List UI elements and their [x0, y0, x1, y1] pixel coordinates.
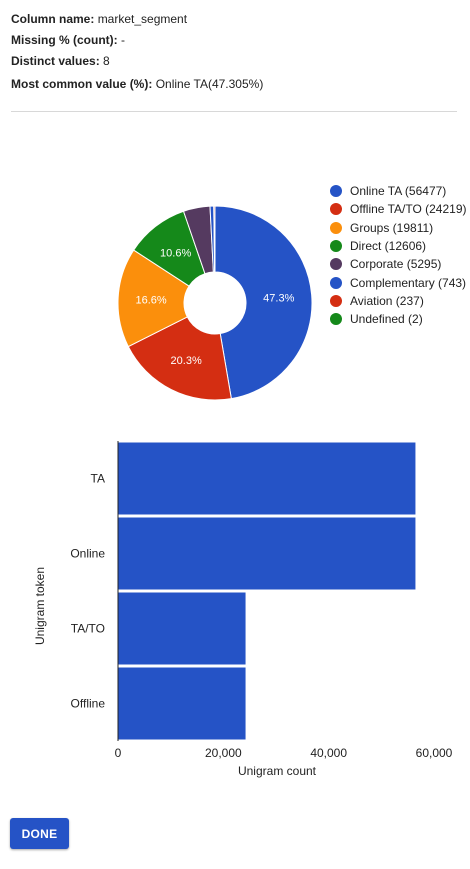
pie-slice-label: 16.6% — [135, 294, 166, 306]
pie-slice-label: 47.3% — [263, 293, 294, 305]
column-name-row: Column name: market_segment — [11, 10, 263, 31]
distinct-label: Distinct values: — [11, 54, 100, 68]
pie-slice-online-ta — [214, 205, 313, 400]
legend-item: Offline TA/TO (24219) — [330, 200, 467, 218]
bar-ta-to — [118, 592, 246, 665]
legend-swatch — [330, 276, 342, 289]
legend-swatch — [330, 313, 342, 326]
legend-swatch — [330, 294, 342, 307]
legend-swatch — [330, 185, 342, 198]
bar-online — [118, 517, 416, 590]
legend-label: Online TA (56477) — [350, 184, 447, 199]
legend-item: Undefined (2) — [330, 310, 467, 328]
y-axis-label: Unigram token — [33, 567, 47, 645]
legend-item: Direct (12606) — [330, 237, 467, 255]
x-tick-label: 20,000 — [205, 746, 242, 760]
x-tick-label: 60,000 — [416, 746, 453, 760]
legend-label: Groups (19811) — [350, 220, 434, 235]
legend-item: Online TA (56477) — [330, 182, 467, 200]
pie-legend: Online TA (56477) Offline TA/TO (24219) Gr… — [330, 182, 467, 328]
legend-swatch — [330, 240, 342, 253]
legend-label: Aviation (237) — [350, 293, 424, 308]
pie-slice-label: 20.3% — [171, 355, 202, 367]
most-common-label: Most common value (%): — [11, 77, 153, 91]
legend-label: Undefined (2) — [350, 312, 423, 327]
distinct-value: 8 — [103, 54, 110, 68]
column-name-label: Column name: — [11, 12, 95, 26]
legend-label: Offline TA/TO (24219) — [350, 202, 467, 217]
pie-slice-groups — [117, 249, 190, 348]
missing-label: Missing % (count): — [11, 33, 118, 47]
x-tick-label: 40,000 — [310, 746, 347, 760]
y-tick-label: Offline — [71, 697, 106, 711]
y-tick-label: TA — [91, 472, 105, 486]
most-common-value: Online TA(47.305%) — [155, 77, 264, 91]
column-stats: Column name: market_segment Missing % (c… — [11, 10, 263, 96]
y-tick-label: TA/TO — [71, 622, 105, 636]
pie-slice-label: 10.6% — [160, 248, 191, 260]
divider — [11, 111, 457, 112]
bar-offline — [118, 667, 246, 740]
legend-swatch — [330, 203, 342, 216]
column-name-value: market_segment — [97, 12, 188, 26]
legend-label: Corporate (5295) — [350, 257, 442, 272]
legend-swatch — [330, 221, 342, 234]
x-tick-label: 0 — [115, 746, 122, 760]
missing-value: - — [121, 33, 126, 47]
legend-item: Aviation (237) — [330, 292, 467, 310]
pie-slice-offline-ta-to — [127, 316, 232, 401]
legend-swatch — [330, 258, 342, 271]
pie-chart: 47.3% 20.3% 16.6% 10.6% — [117, 205, 313, 401]
legend-item: Complementary (743) — [330, 273, 467, 291]
done-button[interactable]: DONE — [10, 818, 69, 849]
distinct-row: Distinct values: 8 — [11, 52, 263, 73]
y-tick-label: Online — [70, 547, 105, 561]
most-common-row: Most common value (%): Online TA(47.305%… — [11, 75, 263, 96]
legend-label: Complementary (743) — [350, 275, 467, 290]
bar-chart: TA Online TA/TO Offline 0 20,000 40,000 60,000 U… — [33, 441, 453, 778]
legend-item: Corporate (5295) — [330, 255, 467, 273]
bar-ta — [118, 442, 416, 515]
legend-label: Direct (12606) — [350, 239, 427, 254]
legend-item: Groups (19811) — [330, 219, 467, 237]
missing-row: Missing % (count): - — [11, 31, 263, 52]
x-axis-label: Unigram count — [238, 764, 317, 778]
